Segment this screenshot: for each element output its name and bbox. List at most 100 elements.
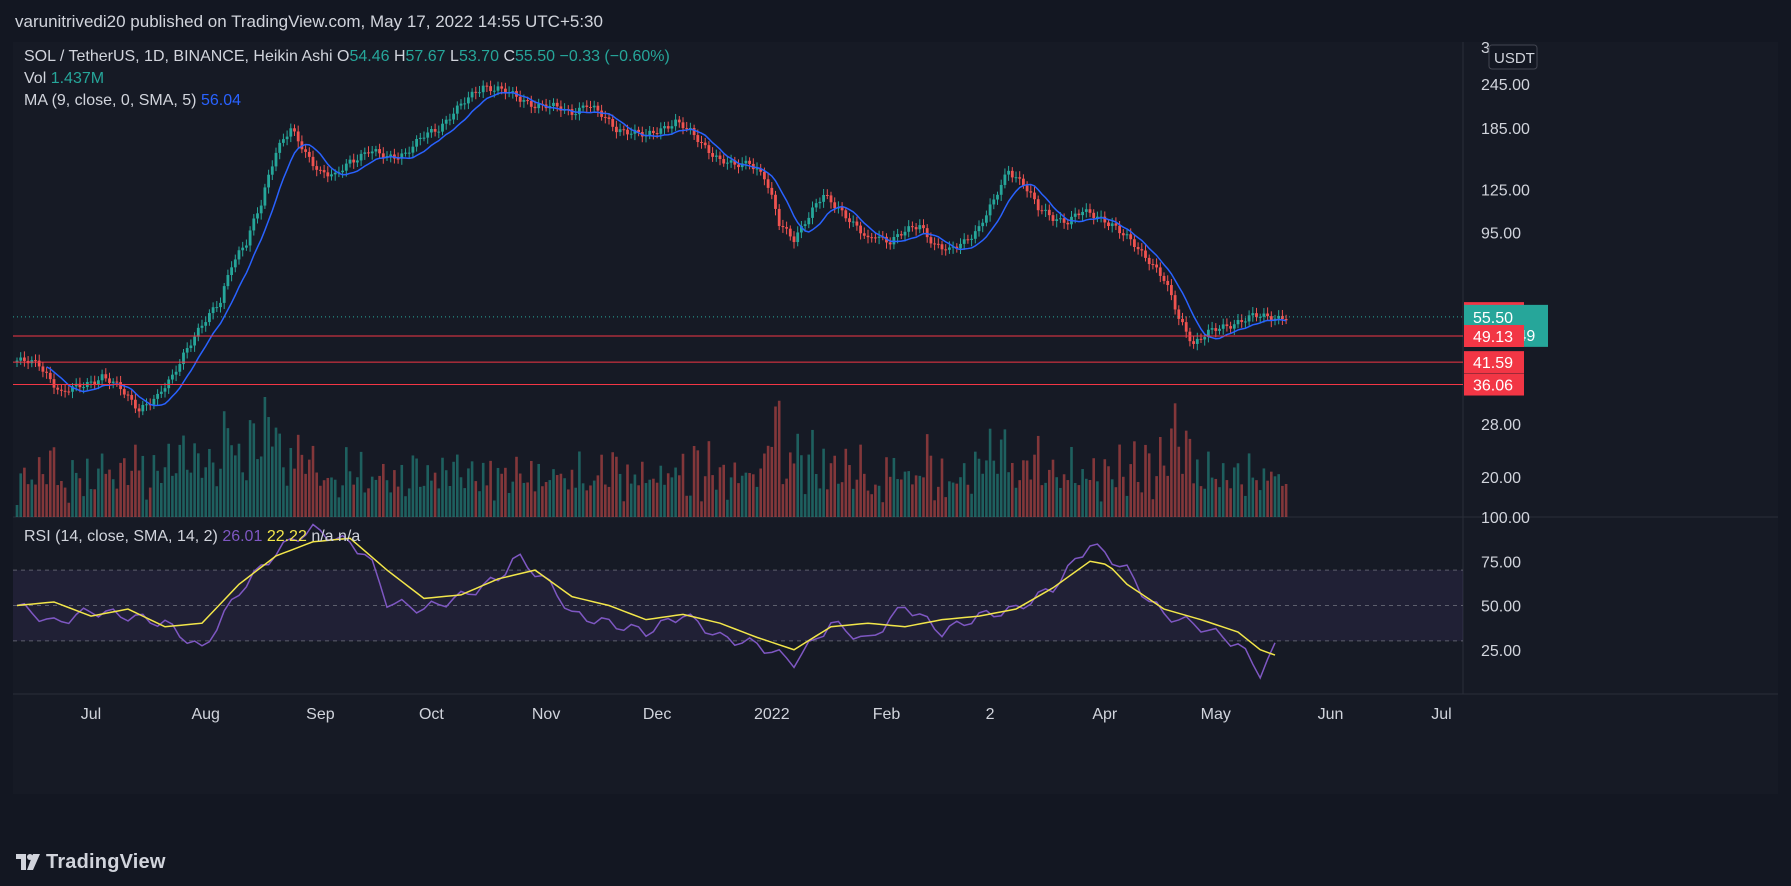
candle-body: [245, 245, 248, 248]
candle-body: [925, 228, 929, 238]
candle-body: [348, 159, 352, 164]
candle-body: [592, 105, 596, 108]
low-label: L: [450, 48, 459, 65]
chart-svg[interactable]: 3 245.00 185.00 125.00 95.00 28.00 20.00 USDT 56…: [13, 42, 1778, 794]
volume-bar: [1081, 469, 1084, 517]
time-tick-label: Apr: [1092, 706, 1118, 723]
candle-body: [874, 237, 877, 239]
volume-bar: [570, 469, 574, 517]
time-tick-label: Feb: [873, 706, 901, 723]
volume-bar: [1147, 453, 1151, 517]
volume-bar: [141, 455, 145, 517]
rsi-legend: RSI (14, close, SMA, 14, 2) 26.01 22.22 …: [24, 528, 360, 546]
volume-bar: [611, 452, 614, 517]
volume-bar: [1011, 462, 1014, 517]
chart-panel[interactable]: 3 245.00 185.00 125.00 95.00 28.00 20.00 USDT 56…: [13, 42, 1778, 794]
candle-body: [618, 129, 622, 133]
volume-bar: [962, 463, 966, 517]
volume-bar: [1070, 446, 1073, 517]
volume-bar: [652, 478, 655, 517]
rsi-ma-line: [16, 537, 1276, 656]
volume-bar: [489, 460, 492, 517]
candle-body: [122, 389, 126, 395]
candle-body: [230, 267, 233, 276]
price-tick-label: 125.00: [1481, 182, 1530, 199]
volume-bar: [663, 484, 666, 517]
candle-body: [955, 246, 959, 249]
candle-body: [862, 233, 866, 236]
volume-bar: [515, 456, 518, 517]
volume-bar: [1284, 483, 1288, 517]
volume-bar: [1233, 467, 1236, 517]
volume-bar: [518, 473, 522, 517]
volume-bar: [633, 474, 637, 517]
candle-body: [459, 103, 463, 106]
volume-bar: [955, 483, 959, 517]
volume-bar: [696, 450, 700, 517]
volume-bar: [15, 505, 19, 517]
volume-bar: [237, 443, 241, 517]
volume-bar: [52, 447, 56, 517]
candle-body: [1173, 295, 1177, 310]
volume-bar: [467, 468, 470, 517]
publisher-line: varunitrivedi20 published on TradingView…: [15, 12, 603, 31]
candle-body: [936, 243, 940, 245]
candle-body: [322, 170, 326, 173]
candle-body: [1284, 318, 1288, 321]
volume-bar: [219, 468, 222, 517]
volume-bar: [481, 462, 485, 517]
volume-bar: [256, 459, 259, 517]
volume-bar: [737, 483, 740, 517]
volume-bar: [1044, 482, 1047, 517]
candle-body: [97, 380, 100, 385]
volume-bar: [315, 472, 318, 517]
candle-body: [903, 231, 907, 236]
volume-bar: [999, 439, 1003, 517]
volume-bar: [1077, 485, 1081, 517]
volume-bar: [34, 484, 37, 517]
candle-body: [344, 163, 348, 171]
volume-bar: [452, 461, 455, 517]
candle-body: [726, 162, 729, 164]
volume-bar: [393, 470, 396, 517]
volume-bar: [740, 475, 744, 517]
candle-body: [289, 128, 293, 137]
price-label: 36.06: [1473, 378, 1513, 395]
volume-bar: [881, 502, 885, 517]
volume-bar: [1277, 474, 1280, 517]
volume-bar: [293, 468, 296, 517]
candle-body: [692, 128, 696, 136]
volume-bar: [493, 500, 496, 517]
candle-body: [1210, 328, 1214, 330]
candle-body: [944, 249, 948, 251]
header-bar: varunitrivedi20 published on TradingView…: [0, 0, 1791, 42]
volume-bar: [130, 470, 133, 517]
candle-body: [1088, 209, 1092, 213]
candle-body: [141, 404, 145, 412]
volume-bar: [86, 458, 89, 517]
volume-bar: [1281, 485, 1284, 517]
volume-bar: [352, 484, 355, 517]
candle-body: [711, 153, 714, 157]
tradingview-logo[interactable]: TradingView: [16, 851, 166, 874]
candle-body: [233, 259, 237, 268]
volume-bar: [108, 469, 111, 517]
candle-body: [15, 360, 19, 362]
candle-body: [685, 128, 689, 130]
candle-body: [914, 227, 918, 230]
volume-bar: [459, 477, 463, 517]
candle-body: [415, 138, 418, 147]
volume-bar: [160, 482, 163, 517]
volume-bar: [496, 467, 500, 517]
candle-body: [1221, 324, 1225, 329]
rsi-label: RSI (14, close, SMA, 14, 2): [24, 528, 218, 545]
candle-body: [163, 388, 167, 392]
candle-body: [1092, 212, 1096, 219]
candle-body: [966, 239, 970, 241]
volume-bar: [948, 481, 951, 517]
rsi-value: 26.01: [222, 528, 263, 545]
candle-body: [537, 103, 541, 109]
candle-body: [204, 322, 208, 326]
candle-body: [448, 119, 452, 121]
candle-body: [189, 345, 193, 349]
